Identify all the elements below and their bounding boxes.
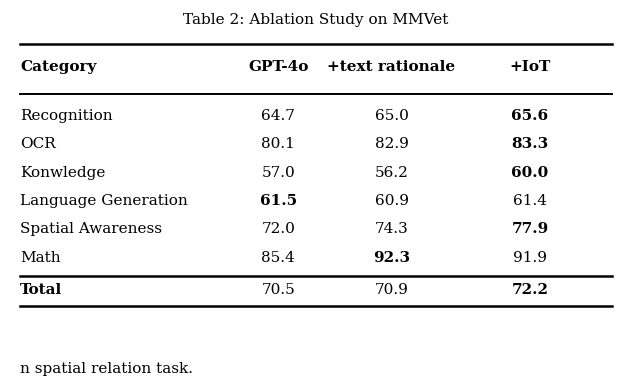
Text: 72.0: 72.0 bbox=[261, 222, 295, 236]
Text: 65.6: 65.6 bbox=[511, 109, 549, 123]
Text: n spatial relation task.: n spatial relation task. bbox=[20, 362, 193, 376]
Text: 80.1: 80.1 bbox=[261, 137, 295, 151]
Text: 60.9: 60.9 bbox=[375, 194, 408, 208]
Text: Language Generation: Language Generation bbox=[20, 194, 188, 208]
Text: Total: Total bbox=[20, 284, 63, 298]
Text: Math: Math bbox=[20, 250, 61, 264]
Text: +text rationale: +text rationale bbox=[327, 60, 456, 74]
Text: +IoT: +IoT bbox=[509, 60, 550, 74]
Text: GPT-4o: GPT-4o bbox=[248, 60, 308, 74]
Text: 85.4: 85.4 bbox=[262, 250, 295, 264]
Text: 83.3: 83.3 bbox=[511, 137, 549, 151]
Text: 72.2: 72.2 bbox=[511, 284, 549, 298]
Text: 70.5: 70.5 bbox=[262, 284, 295, 298]
Text: 56.2: 56.2 bbox=[375, 166, 408, 180]
Text: 77.9: 77.9 bbox=[511, 222, 549, 236]
Text: 65.0: 65.0 bbox=[375, 109, 408, 123]
Text: Category: Category bbox=[20, 60, 97, 74]
Text: 60.0: 60.0 bbox=[511, 166, 549, 180]
Text: OCR: OCR bbox=[20, 137, 56, 151]
Text: 74.3: 74.3 bbox=[375, 222, 408, 236]
Text: 61.5: 61.5 bbox=[260, 194, 297, 208]
Text: 64.7: 64.7 bbox=[261, 109, 295, 123]
Text: Table 2: Ablation Study on MMVet: Table 2: Ablation Study on MMVet bbox=[183, 13, 449, 27]
Text: 61.4: 61.4 bbox=[513, 194, 547, 208]
Text: Konwledge: Konwledge bbox=[20, 166, 106, 180]
Text: 92.3: 92.3 bbox=[373, 250, 410, 264]
Text: 57.0: 57.0 bbox=[262, 166, 295, 180]
Text: 82.9: 82.9 bbox=[375, 137, 408, 151]
Text: 70.9: 70.9 bbox=[375, 284, 408, 298]
Text: Spatial Awareness: Spatial Awareness bbox=[20, 222, 162, 236]
Text: 91.9: 91.9 bbox=[513, 250, 547, 264]
Text: Recognition: Recognition bbox=[20, 109, 113, 123]
